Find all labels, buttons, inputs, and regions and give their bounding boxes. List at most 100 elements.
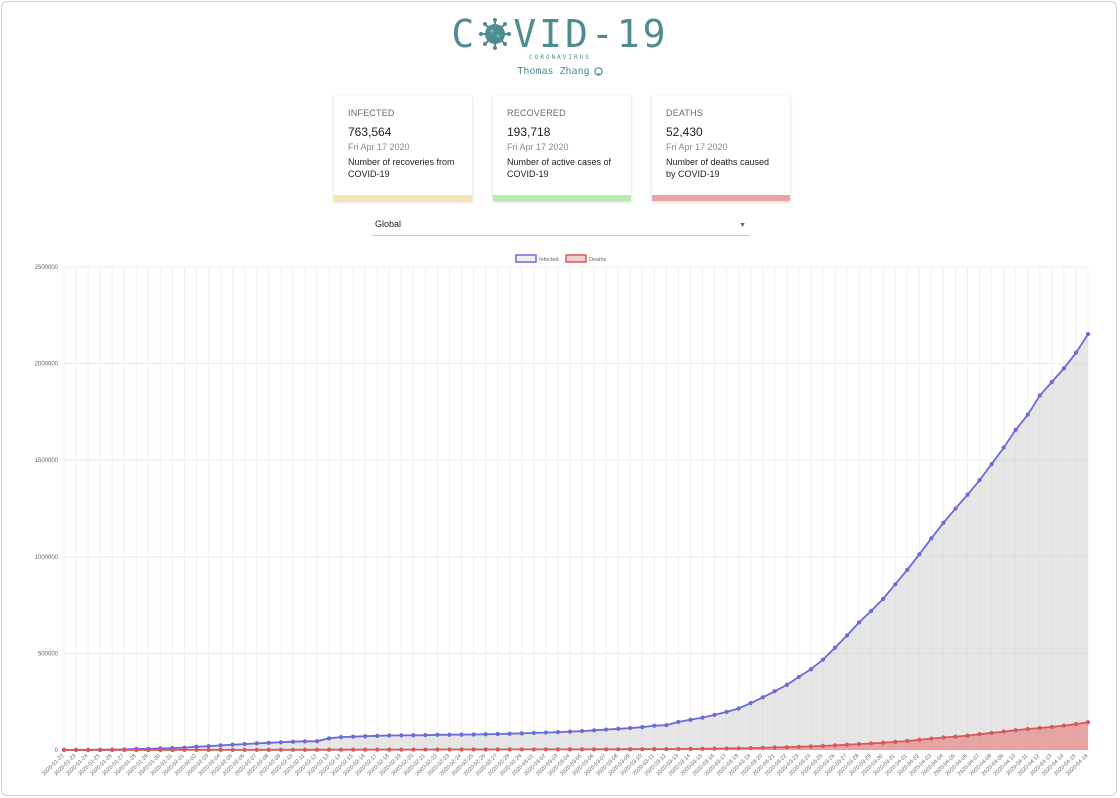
data-point-infected: [254, 741, 259, 746]
data-point-infected: [760, 695, 765, 700]
data-point-deaths: [844, 742, 850, 747]
data-point-infected: [507, 731, 512, 736]
data-point-infected: [363, 734, 368, 739]
card-description: Number of deaths caused by COVID-19: [666, 157, 770, 179]
data-point-infected: [893, 582, 898, 587]
data-point-infected: [447, 732, 452, 737]
title-left: C: [451, 12, 478, 56]
data-point-infected: [591, 728, 597, 733]
data-point-deaths: [61, 747, 67, 753]
data-point-infected: [688, 717, 693, 722]
data-point-deaths: [1061, 723, 1067, 728]
data-point-infected: [302, 739, 308, 744]
data-point-deaths: [110, 747, 115, 753]
data-point-infected: [664, 723, 669, 728]
data-point-infected: [543, 730, 548, 735]
card-description: Number of active cases of COVID-19: [507, 157, 612, 179]
data-point-deaths: [495, 747, 500, 752]
data-point-infected: [724, 709, 729, 715]
card-label: INFECTED: [348, 108, 395, 118]
data-point-deaths: [700, 746, 705, 751]
data-point-deaths: [338, 747, 344, 752]
data-point-infected: [808, 667, 814, 672]
app-title: C VID-19: [451, 14, 668, 54]
data-point-infected: [1001, 445, 1006, 450]
data-point-deaths: [170, 747, 175, 753]
data-point-deaths: [459, 747, 464, 752]
data-point-infected: [977, 478, 982, 483]
data-point-infected: [387, 733, 392, 738]
data-point-deaths: [278, 747, 283, 752]
data-point-deaths: [869, 741, 874, 746]
data-point-deaths: [98, 747, 103, 753]
data-point-deaths: [929, 736, 934, 741]
legend-swatch: [565, 254, 587, 263]
data-point-deaths: [483, 747, 488, 752]
data-point-infected: [1037, 393, 1042, 398]
app-subtitle: CORONAVIRUS: [529, 54, 591, 61]
data-point-deaths: [664, 746, 669, 752]
country-select[interactable]: Global ▼: [372, 219, 749, 236]
card-date: Fri Apr 17 2020: [666, 142, 728, 152]
series-area-infected: [64, 334, 1088, 750]
data-point-deaths: [1025, 726, 1030, 732]
data-point-deaths: [989, 730, 994, 736]
data-point-infected: [411, 733, 416, 738]
deaths-card: DEATHS 52,430 Fri Apr 17 2020 Number of …: [652, 96, 790, 201]
data-point-deaths: [351, 747, 356, 752]
data-point-infected: [314, 739, 320, 744]
data-point-deaths: [146, 747, 151, 753]
data-point-deaths: [1073, 721, 1079, 727]
data-point-infected: [784, 682, 789, 688]
data-point-deaths: [712, 746, 717, 751]
data-point-deaths: [387, 747, 392, 752]
data-point-deaths: [893, 739, 898, 744]
data-point-infected: [712, 712, 717, 718]
legend-item-deaths: Deaths: [565, 254, 607, 263]
data-point-deaths: [953, 734, 958, 739]
data-point-deaths: [1001, 729, 1006, 734]
data-point-deaths: [531, 747, 536, 752]
data-point-infected: [989, 462, 994, 467]
data-point-infected: [290, 739, 295, 744]
cases-chart: 2500000 2000000 1500000 1000000 500000 0 2020…: [35, 254, 1091, 777]
data-point-deaths: [266, 747, 271, 752]
data-point-infected: [531, 730, 536, 736]
data-point-infected: [796, 674, 801, 680]
data-point-infected: [1049, 379, 1054, 385]
card-label: RECOVERED: [507, 108, 566, 118]
y-tick-label: 0: [55, 748, 59, 754]
author-link[interactable]: Thomas Zhang: [517, 66, 603, 77]
data-point-deaths: [724, 746, 729, 751]
y-axis-ticks: 2500000 2000000 1500000 1000000 500000 0: [35, 265, 59, 754]
data-point-infected: [459, 732, 464, 737]
data-point-infected: [652, 723, 657, 728]
data-point-deaths: [158, 747, 163, 753]
data-point-infected: [820, 657, 826, 662]
data-point-infected: [567, 729, 573, 734]
data-point-deaths: [375, 747, 380, 752]
data-point-infected: [399, 733, 404, 738]
data-point-deaths: [411, 747, 416, 752]
github-icon[interactable]: [593, 67, 603, 76]
data-point-infected: [555, 729, 561, 735]
data-point-deaths: [314, 747, 320, 752]
logo: C VID-19 CORONAVIRUS Thomas Zha: [0, 14, 1120, 79]
chevron-down-icon[interactable]: ▼: [739, 222, 746, 229]
data-point-deaths: [206, 747, 211, 753]
y-tick-label: 500000: [38, 651, 59, 657]
data-point-deaths: [507, 747, 512, 752]
data-point-infected: [242, 741, 247, 747]
data-point-infected: [435, 732, 440, 737]
data-point-infected: [326, 736, 332, 741]
data-point-deaths: [796, 744, 801, 749]
data-point-deaths: [73, 747, 79, 753]
data-point-infected: [1061, 366, 1067, 371]
chart-areas: [64, 334, 1088, 750]
data-point-infected: [1025, 412, 1030, 417]
data-point-infected: [471, 732, 476, 737]
chart-legend: Infected Deaths: [515, 254, 607, 263]
infected-card: INFECTED 763,564 Fri Apr 17 2020 Number …: [334, 96, 472, 201]
data-point-deaths: [1037, 725, 1042, 731]
